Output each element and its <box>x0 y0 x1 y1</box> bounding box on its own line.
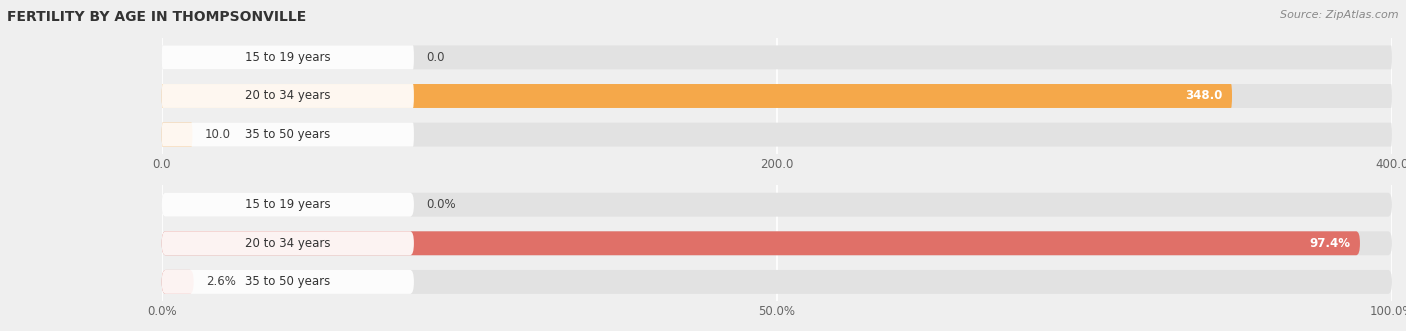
Text: 10.0: 10.0 <box>205 128 231 141</box>
Text: 0.0: 0.0 <box>426 51 444 64</box>
FancyBboxPatch shape <box>162 270 413 294</box>
Text: FERTILITY BY AGE IN THOMPSONVILLE: FERTILITY BY AGE IN THOMPSONVILLE <box>7 10 307 24</box>
FancyBboxPatch shape <box>162 193 1392 217</box>
FancyBboxPatch shape <box>162 231 1360 255</box>
Text: Source: ZipAtlas.com: Source: ZipAtlas.com <box>1281 10 1399 20</box>
Text: 348.0: 348.0 <box>1185 89 1222 103</box>
FancyBboxPatch shape <box>162 45 413 69</box>
FancyBboxPatch shape <box>162 122 193 147</box>
FancyBboxPatch shape <box>162 122 413 147</box>
FancyBboxPatch shape <box>162 270 194 294</box>
FancyBboxPatch shape <box>162 84 1392 108</box>
Text: 15 to 19 years: 15 to 19 years <box>245 198 330 211</box>
FancyBboxPatch shape <box>162 45 1392 69</box>
FancyBboxPatch shape <box>162 231 1392 255</box>
Text: 0.0%: 0.0% <box>426 198 456 211</box>
FancyBboxPatch shape <box>162 84 1232 108</box>
FancyBboxPatch shape <box>162 84 413 108</box>
Text: 2.6%: 2.6% <box>205 275 236 288</box>
Text: 20 to 34 years: 20 to 34 years <box>245 237 330 250</box>
FancyBboxPatch shape <box>162 231 413 255</box>
Text: 97.4%: 97.4% <box>1309 237 1350 250</box>
FancyBboxPatch shape <box>162 270 1392 294</box>
Text: 35 to 50 years: 35 to 50 years <box>245 128 330 141</box>
Text: 35 to 50 years: 35 to 50 years <box>245 275 330 288</box>
FancyBboxPatch shape <box>162 193 413 217</box>
Text: 15 to 19 years: 15 to 19 years <box>245 51 330 64</box>
FancyBboxPatch shape <box>162 122 1392 147</box>
Text: 20 to 34 years: 20 to 34 years <box>245 89 330 103</box>
